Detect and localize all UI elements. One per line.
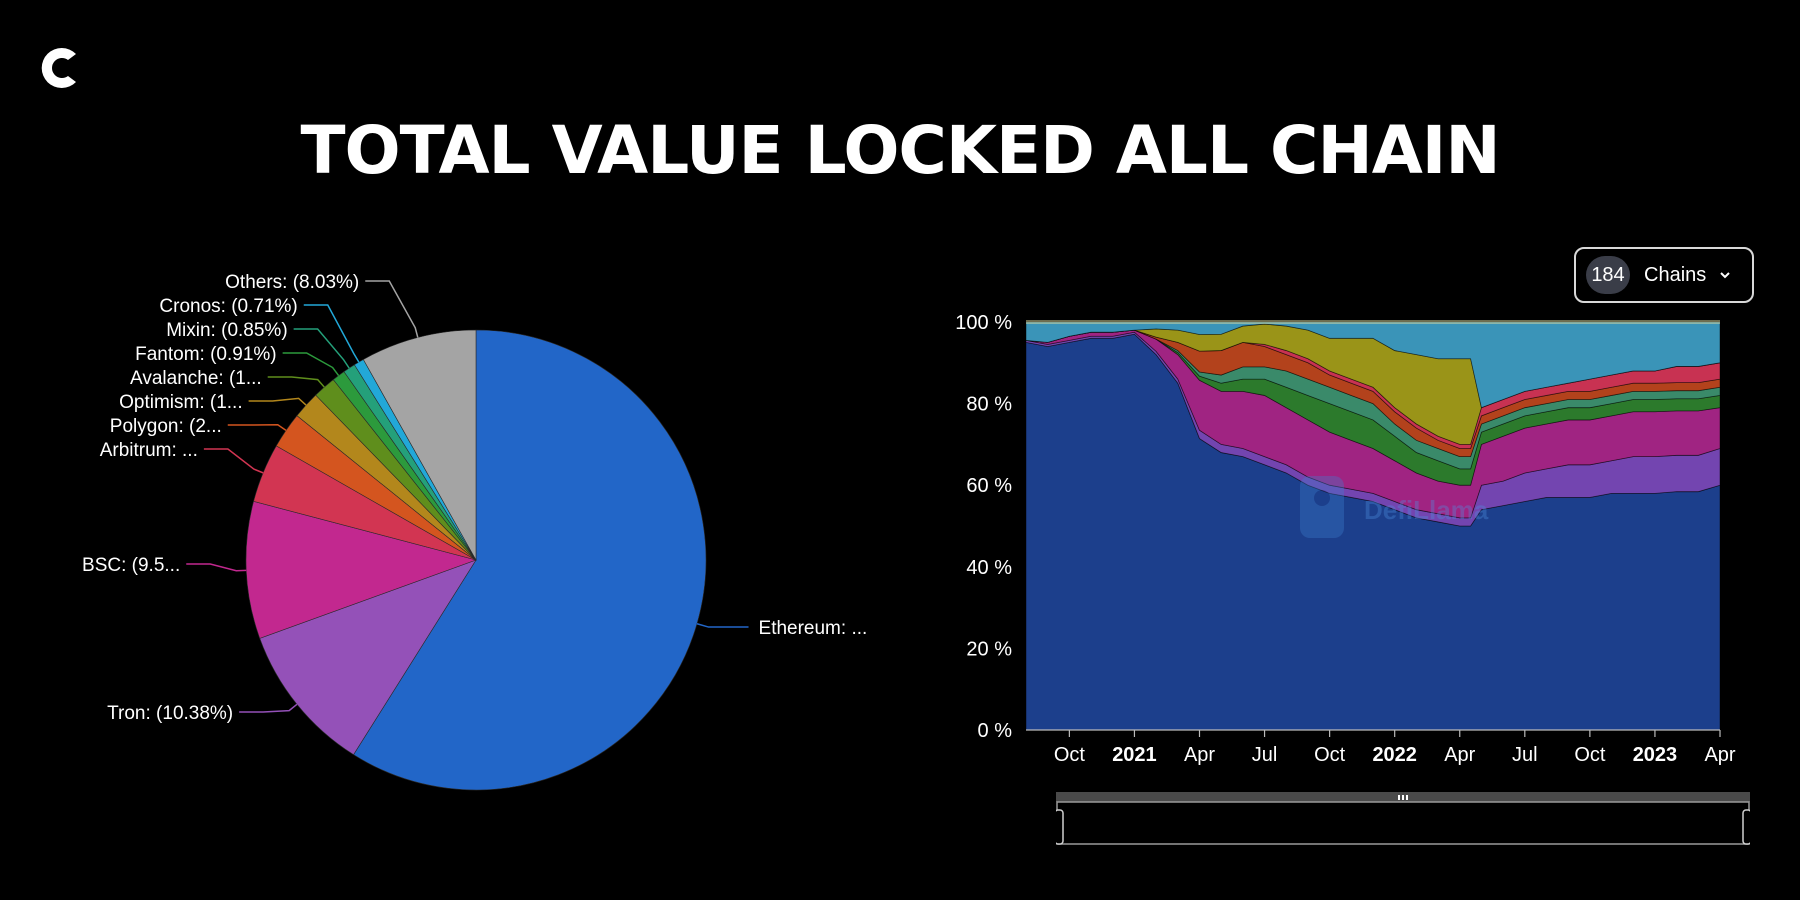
pie-slice-bsc[interactable] [245,500,478,639]
pie-leader-tron [239,703,298,713]
pie-label-ethereum: Ethereum: ... [759,618,868,639]
y-tick-label: 40 % [966,557,1012,579]
pie-label-cronos: Cronos: (0.71%) [159,296,297,317]
pie-leader-ethereum [696,623,749,628]
pie-leader-polygon [227,423,287,431]
chevron-down-icon [1720,272,1730,279]
slider-window[interactable] [1056,801,1750,845]
pie-slice-others[interactable] [362,329,477,562]
pie-leader-optimism [248,397,307,406]
chains-count-badge: 184 [1586,256,1630,294]
pie-label-others: Others: (8.03%) [225,272,359,293]
pie-label-mixin: Mixin: (0.85%) [166,320,287,341]
tvl-pie-chart: Ethereum: ... Others: (8.03%) Cronos: (0.7… [82,272,868,791]
pie-leader-mixin [293,328,350,369]
x-tick-label: Oct [1054,744,1086,766]
x-tick-label: 2023 [1633,744,1678,766]
pie-leader-fantom [282,352,340,376]
pie-label-tron: Tron: (10.38%) [107,703,233,724]
y-tick-label: 80 % [966,394,1012,416]
chains-selector-label: Chains [1644,263,1707,286]
pie-leader-arbitrum [203,448,264,474]
y-tick-label: 20 % [966,638,1012,660]
slider-left-handle[interactable] [1056,809,1064,845]
page-title: TOTAL VALUE LOCKED ALL CHAIN [300,112,1500,189]
pie-leader-bsc [186,563,247,572]
x-tick-label: Jul [1512,744,1538,766]
chains-selector-button[interactable]: 184 Chains [1574,247,1754,303]
pie-leader-cronos [303,304,360,363]
x-tick-label: Apr [1184,744,1215,766]
x-tick-label: Apr [1704,744,1735,766]
y-tick-label: 60 % [966,475,1012,497]
pie-leader-others [365,280,419,338]
x-tick-label: Apr [1444,744,1475,766]
y-tick-label: 0 % [978,720,1013,742]
c-letter-logo-icon [38,48,76,89]
x-tick-label: 2021 [1112,744,1157,766]
tvl-dominance-area-chart: DefiLlama 0 % 20 % 40 % 60 % 80 % 100 % Oct 20… [955,312,1736,766]
slider-right-handle[interactable] [1742,809,1750,845]
pie-slice-tron[interactable] [259,559,477,756]
pie-label-optimism: Optimism: (1... [119,392,243,413]
pie-leader-avalanche [267,376,325,388]
x-tick-label: 2022 [1372,744,1417,766]
pie-label-polygon: Polygon: (2... [110,416,222,437]
pie-label-bsc: BSC: (9.5... [82,555,180,576]
x-tick-label: Jul [1252,744,1278,766]
pie-label-fantom: Fantom: (0.91%) [135,344,277,365]
defillama-watermark: DefiLlama [1300,476,1489,538]
date-range-slider[interactable] [1056,792,1750,854]
pie-label-avalanche: Avalanche: (1... [130,368,262,389]
x-tick-label: Oct [1314,744,1346,766]
pie-label-arbitrum: Arbitrum: ... [100,440,198,461]
y-tick-label: 100 % [955,312,1012,334]
x-tick-label: Oct [1574,744,1606,766]
watermark-text: DefiLlama [1364,495,1489,525]
